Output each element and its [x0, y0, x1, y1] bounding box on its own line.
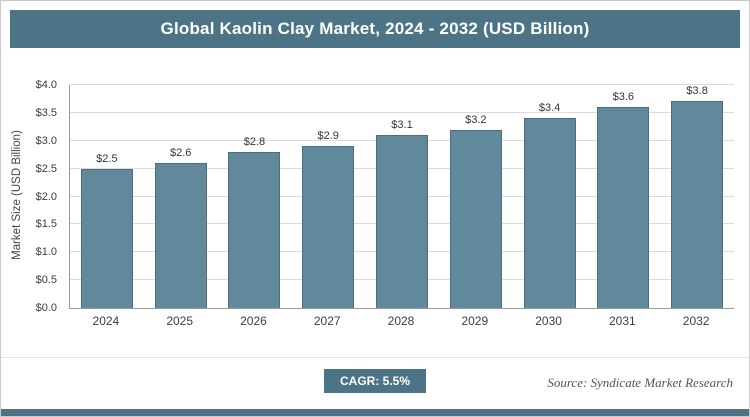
- bar-value-label: $2.9: [317, 130, 339, 143]
- bar: [671, 101, 724, 308]
- y-tick-label: $0.5: [35, 274, 57, 287]
- source-text: Source: Syndicate Market Research: [547, 375, 733, 390]
- bottom-accent-strip: [1, 409, 749, 416]
- bar: [80, 168, 133, 308]
- bar: [228, 151, 281, 308]
- bar: [597, 107, 650, 308]
- x-axis-label: 2027: [313, 314, 341, 328]
- bar-column: $2.5: [70, 85, 144, 308]
- chart-title: Global Kaolin Clay Market, 2024 - 2032 (…: [160, 19, 590, 38]
- bar-column: $3.1: [365, 85, 439, 308]
- bar-series: $2.5 $2.6 $2.8 $2.9 $3.1 $3.2 $3.4 $3.6 $3.8: [70, 85, 734, 308]
- footer-divider: [1, 357, 749, 358]
- bar: [523, 118, 576, 308]
- y-tick-label: $2.0: [35, 190, 57, 203]
- bar-column: $2.6: [144, 85, 218, 308]
- y-tick-label: $3.0: [35, 134, 57, 147]
- bar-column: $3.2: [439, 85, 513, 308]
- bar-value-label: $2.8: [243, 135, 266, 148]
- bar-value-label: $3.6: [612, 91, 635, 104]
- bar-value-label: $3.8: [686, 85, 708, 97]
- gridline: [70, 111, 734, 113]
- bar-column: $3.4: [513, 85, 587, 308]
- x-axis-labels: 2024 2025 2026 2027 2028 2029 2030 2031 2032: [69, 314, 733, 332]
- bar: [376, 135, 429, 308]
- bar-value-label: $2.6: [169, 147, 192, 160]
- x-axis-label: 2024: [92, 314, 120, 328]
- bar-value-label: $3.4: [538, 102, 561, 115]
- bar: [449, 129, 502, 308]
- x-axis-label: 2025: [166, 314, 194, 328]
- x-axis-label: 2029: [461, 314, 489, 328]
- plot-area: $2.5 $2.6 $2.8 $2.9 $3.1 $3.2 $3.4 $3.6 $3.8: [69, 84, 734, 309]
- x-axis-label: 2030: [535, 314, 562, 328]
- x-axis-label: 2028: [387, 314, 415, 328]
- bar-column: $2.8: [218, 85, 292, 308]
- x-axis-label: 2031: [609, 314, 636, 328]
- bar-column: $3.8: [660, 85, 734, 308]
- y-tick-label: $3.5: [35, 106, 57, 119]
- y-tick-label: $1.0: [35, 246, 57, 259]
- bar-column: $3.6: [586, 85, 660, 308]
- bar-column: $2.9: [291, 85, 365, 308]
- bar-value-label: $3.2: [465, 113, 487, 126]
- chart-title-bar: Global Kaolin Clay Market, 2024 - 2032 (…: [10, 10, 740, 48]
- cagr-badge: CAGR: 5.5%: [323, 369, 427, 393]
- bar-value-label: $3.1: [391, 119, 413, 132]
- y-tick-label: $2.5: [35, 162, 57, 175]
- y-tick-label: $1.5: [35, 218, 57, 231]
- y-axis-ticks: $0.0 $0.5 $1.0 $1.5 $2.0 $2.5 $3.0 $3.5 $4.0: [1, 79, 63, 314]
- bar: [302, 146, 355, 308]
- bar: [154, 163, 207, 308]
- x-axis-label: 2032: [682, 314, 710, 328]
- x-axis-label: 2026: [240, 314, 267, 328]
- y-tick-label: $0.0: [35, 302, 57, 314]
- y-tick-label: $4.0: [35, 79, 57, 91]
- gridline: [70, 84, 734, 85]
- bar-value-label: $2.5: [96, 152, 118, 165]
